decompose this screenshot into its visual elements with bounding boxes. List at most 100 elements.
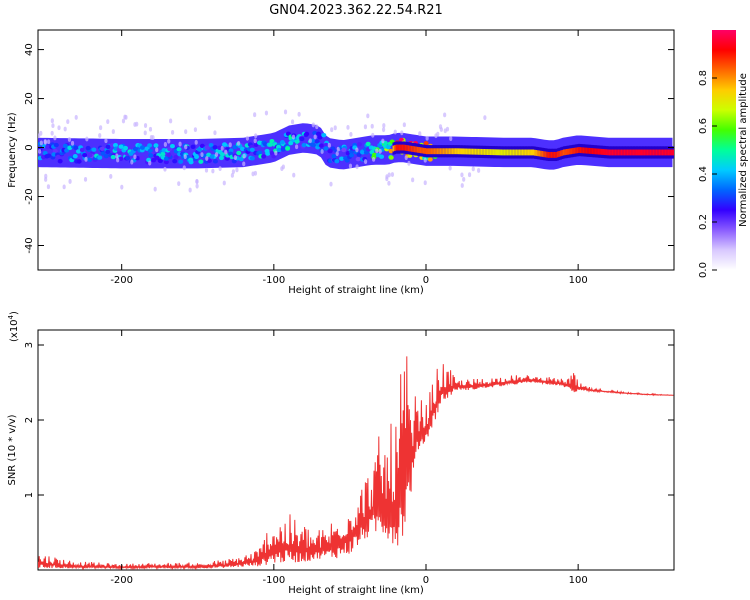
spectrogram-cell [46,153,52,158]
ridge-cell [581,147,584,154]
ridge-cell [457,148,461,155]
ridge-cell [392,145,395,152]
ridge-cell [450,148,453,155]
spectrogram-cell [219,152,225,157]
spectrogram-speck [471,166,475,172]
spectrogram-cell [100,151,106,156]
spectrogram-cell [53,142,59,148]
y-tick-label: -40 [24,237,35,253]
y-tick-label: 3 [24,342,35,348]
spectrogram-cell [276,147,282,153]
spectrogram-speck [467,172,472,178]
spectrogram-speck [115,153,119,159]
ridge-cell [445,148,448,155]
spectrogram-speck [163,166,167,172]
ridge-cell [474,148,477,155]
ridge-cell [448,148,451,155]
spectrogram-speck [184,129,188,135]
spectrogram-cell [379,154,385,159]
ridge-cell [649,149,652,156]
spectrogram-cell [317,135,323,140]
spectrogram-cell [355,156,361,162]
spectrogram-speck [205,156,209,161]
spectrogram-speck [333,125,337,131]
spectrogram-cell [79,147,85,153]
spectrogram-ylabel: Frequency (Hz) [7,112,18,188]
ridge-cell [567,148,570,155]
spectrogram-cell [222,142,228,147]
ridge-cell [433,148,436,155]
ridge-cell [451,148,454,155]
spectrogram-cell [327,148,333,154]
colorbar-tick-label: 0.2 [698,214,709,230]
ridge-cell [532,149,535,156]
ridge-cell [526,149,529,156]
ridge-cell [547,151,550,158]
spectrogram-cell [427,157,433,162]
spectrogram-speck [211,168,215,174]
spectrogram-speck [133,154,137,160]
spectrogram-speck [385,176,389,182]
spectrogram-cell [73,145,79,150]
ridge-cell [517,149,520,156]
ridge-cell [642,149,645,156]
ridge-cell [400,144,403,151]
spectrogram-speck [366,113,370,119]
spectrogram-speck [38,148,42,154]
spectrogram-cell [198,159,204,164]
spectrogram-cell [208,143,214,148]
spectrogram-cell [110,154,116,160]
ridge-cell [613,149,616,156]
spectrogram-cell [310,142,316,148]
ridge-cell [591,148,594,155]
spectrogram-speck [195,179,199,184]
spectrogram-speck [308,138,312,144]
spectrogram-speck [153,186,157,192]
spectrogram-speck [70,140,75,146]
ridge-cell [585,147,588,154]
spectrogram-cell [45,144,51,150]
ridge-cell [600,148,604,155]
spectrogram-speck [400,130,404,136]
spectrogram-cell [365,141,371,147]
spectrogram-cell [57,159,63,164]
ridge-cell [394,145,397,151]
spectrogram-cell [123,145,129,151]
ridge-cell [623,149,626,156]
spectrogram-speck [57,125,61,131]
ridge-cell [534,149,537,156]
spectrogram-cell [151,157,157,163]
spectrogram-speck [378,148,382,154]
ridge-cell [605,149,608,156]
spectrogram-speck [460,183,464,188]
ridge-cell [553,151,556,158]
spectrogram-speck [297,111,301,117]
ridge-cell [669,149,672,156]
spectrogram-speck [194,139,198,145]
ridge-cell [473,148,476,155]
ridge-cell [608,149,611,156]
spectrogram-cell [212,145,218,150]
spectrogram-cell [105,149,111,155]
spectrogram-speck [39,130,43,136]
x-tick-label: -200 [110,575,133,586]
spectrogram-speck [183,154,187,159]
spectrogram-speck [242,153,246,159]
ridge-cell [584,147,587,154]
colorbar-tick-label: 0.4 [698,166,709,182]
spectrogram-speck [39,140,43,146]
ridge-cell [626,149,629,156]
spectrogram-cell [139,145,145,150]
ridge-cell [488,149,491,156]
spectrogram-cell [99,146,105,151]
ridge-cell [413,146,416,153]
spectrogram-speck [313,134,317,140]
spectrogram-speck [178,141,182,147]
ridge-cell [492,149,496,156]
ridge-cell [500,149,503,156]
spectrogram-speck [329,181,333,187]
ridge-cell [435,148,438,155]
spectrogram-cell [236,150,242,156]
snr-xlabel: Height of straight line (km) [288,585,424,596]
spectrogram-cell [55,154,61,160]
